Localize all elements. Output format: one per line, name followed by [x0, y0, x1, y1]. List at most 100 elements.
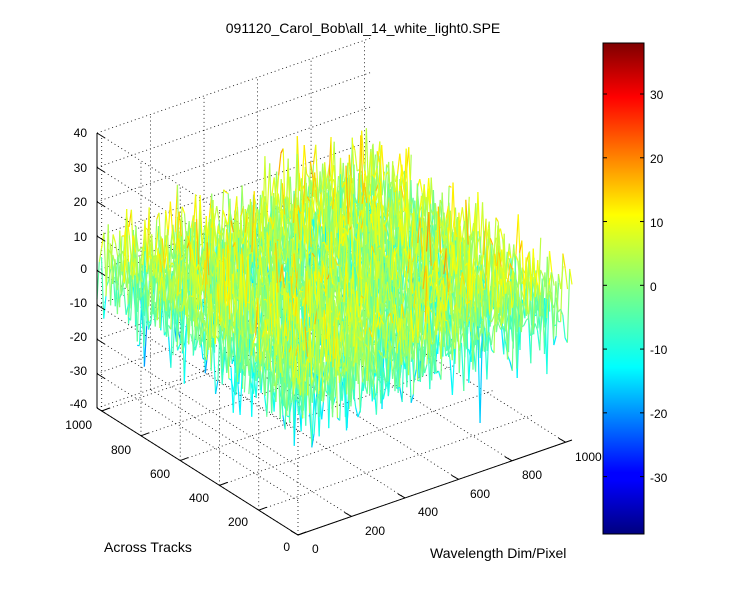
surface-segment [270, 371, 275, 393]
surface-segment [217, 325, 221, 381]
surface-segment [296, 214, 301, 240]
surface-segment [134, 258, 139, 284]
surface-segment [216, 271, 220, 291]
surface-segment [384, 303, 388, 309]
surface-segment [396, 271, 400, 279]
surface-segment [341, 277, 345, 312]
surface-segment [447, 227, 451, 254]
surface-segment [127, 274, 132, 305]
surface-segment [221, 303, 226, 370]
surface-segment [129, 279, 134, 321]
surface-segment [327, 175, 332, 242]
surface-segment [316, 202, 320, 211]
surface-segment [320, 264, 325, 283]
surface-segment [345, 261, 350, 304]
surface-segment [138, 297, 143, 346]
surface-segment [136, 256, 141, 342]
surface-segment [328, 288, 333, 336]
surface-segment [221, 318, 226, 329]
surface-segment [151, 234, 155, 271]
surface-segment [418, 195, 423, 219]
surface-segment [397, 219, 401, 255]
surface-segment [179, 319, 183, 345]
surface-segment [202, 260, 206, 285]
surface-segment [363, 282, 367, 307]
surface-segment [109, 254, 114, 306]
surface-segment [382, 205, 386, 217]
surface-segment [385, 183, 389, 223]
surface-segment [248, 319, 253, 334]
surface-segment [103, 294, 107, 319]
surface-segment [515, 214, 519, 255]
surface-segment [417, 217, 421, 244]
surface-segment [251, 191, 255, 253]
surface-segment [425, 214, 429, 246]
grid-line [219, 390, 494, 486]
surface-segment [439, 279, 443, 288]
surface-segment [183, 323, 188, 384]
surface-segment [158, 272, 163, 291]
surface-segment [489, 238, 494, 245]
surface-segment [236, 196, 240, 246]
surface-segment [203, 359, 207, 364]
surface-segment [425, 212, 430, 252]
surface-segment [266, 297, 271, 369]
surface-segment [256, 234, 261, 244]
surface-segment [282, 320, 286, 359]
surface-segment [419, 271, 423, 287]
surface-segment [340, 233, 344, 244]
surface-segment [334, 258, 339, 266]
surface-segment [188, 296, 192, 345]
surface-segment [439, 259, 444, 298]
surface-segment [398, 164, 403, 192]
surface-segment [230, 342, 235, 361]
surface-segment [255, 204, 259, 237]
surface-segment [379, 141, 383, 196]
surface-segment [234, 327, 239, 383]
surface-segment [434, 282, 438, 296]
surface-segment [365, 305, 370, 319]
surface-segment [121, 282, 125, 294]
surface-segment [296, 296, 301, 343]
surface-segment [260, 246, 264, 257]
surface-segment [496, 252, 500, 314]
surface-segment [114, 276, 118, 291]
surface-segment [266, 272, 270, 291]
surface-segment [148, 207, 153, 303]
surface-segment [287, 292, 292, 334]
surface-segment [268, 338, 273, 414]
grid-line [96, 140, 372, 237]
surface-segment [461, 272, 466, 285]
surface-segment [231, 282, 236, 325]
surface-segment [230, 220, 234, 233]
surface-segment [300, 318, 305, 351]
surface-segment [232, 356, 237, 413]
surface-segment [381, 145, 385, 181]
surface-segment [279, 358, 284, 419]
surface-segment [465, 199, 469, 245]
surface-segment [209, 245, 214, 318]
surface-segment [167, 201, 172, 236]
surface-segment [386, 281, 391, 301]
surface-segment [197, 286, 201, 318]
surface-segment [257, 254, 261, 298]
surface-segment [353, 317, 357, 347]
surface-segment [260, 231, 265, 245]
surface-segment [303, 270, 308, 326]
surface-segment [396, 280, 400, 307]
surface-segment [447, 295, 452, 309]
surface-segment [143, 326, 148, 367]
surface-segment [281, 183, 286, 215]
surface-segment [301, 199, 306, 245]
surface-segment [293, 388, 297, 405]
surface-segment [279, 264, 283, 283]
surface-segment [155, 248, 159, 278]
surface-segment [269, 216, 274, 230]
surface-segment [444, 266, 448, 275]
surface-segment [183, 296, 188, 317]
surface-segment [265, 283, 269, 348]
surface-segment [402, 189, 407, 254]
surface-segment [103, 232, 107, 287]
surface-segment [306, 196, 311, 202]
surface-segment [258, 231, 262, 251]
